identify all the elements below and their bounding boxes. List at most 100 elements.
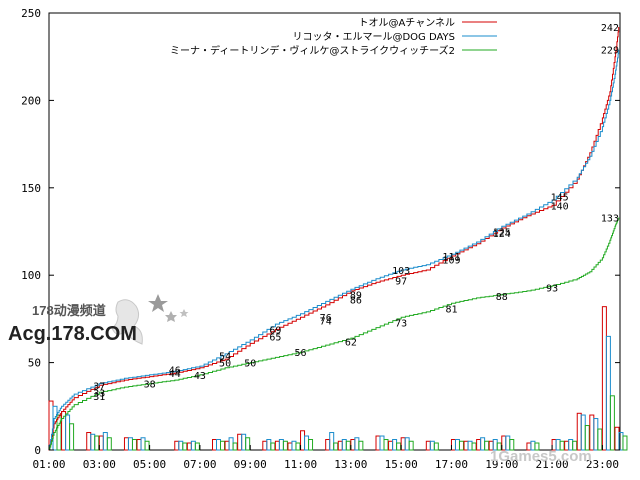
bar-green [433,442,439,451]
point-label: 88 [496,292,508,303]
x-tick-label: 13:00 [334,458,367,471]
bar-red [388,440,394,451]
bar-green [220,440,226,451]
point-label: 54 [219,352,231,363]
point-label: 33 [93,388,105,399]
bar-red [186,442,192,451]
point-label: 86 [350,296,362,307]
y-tick-label: 200 [21,94,41,107]
bar-green [131,439,137,451]
x-tick-label: 23:00 [586,458,619,471]
legend: トオル@Aチャンネル リコッタ・エルマール@DOG DAYS ミーナ・ディートリ… [170,17,497,57]
bar-red [589,414,595,451]
bar-red [400,437,406,451]
bar-green [358,440,364,451]
bar-green [572,440,578,451]
x-tick-label: 21:00 [536,458,569,471]
point-label: 50 [244,359,256,370]
point-label: 69 [269,325,281,336]
fairy-silhouette [111,299,143,345]
watermark-logo: 178动漫频道 Acg.178.COM [8,294,189,345]
bar-red [614,426,620,451]
bar-blue [341,439,347,451]
y-axis: 0 50 100 150 200 250 [21,7,620,457]
x-tick-label: 11:00 [284,458,317,471]
bar-green [282,440,288,451]
bar-green [584,425,590,451]
lines-layer [49,27,620,451]
bar-green [106,437,112,451]
bar-red [86,432,92,451]
point-label: 74 [320,317,332,328]
point-label: 145 [551,193,569,204]
point-label: 43 [194,371,206,382]
x-tick-label: 01:00 [32,458,65,471]
y-tick-label: 50 [28,357,41,370]
legend-label-series-1: リコッタ・エルマール@DOG DAYS [292,31,455,43]
bar-blue [65,414,71,451]
bar-green [496,442,502,451]
point-label: 73 [395,318,407,329]
bar-blue [593,418,599,451]
point-label: 97 [395,276,407,287]
bar-blue [605,335,611,451]
point-label: 31 [93,392,105,403]
bar-green [232,442,238,451]
bar-green [69,423,75,451]
bar-red [476,439,482,451]
bar-blue [304,435,310,451]
x-tick-label: 07:00 [183,458,216,471]
bar-blue [228,437,234,451]
bar-blue [454,439,460,451]
y-tick-label: 250 [21,7,41,20]
bar-green [245,437,251,451]
point-label: 242 [601,23,619,34]
bar-blue [127,437,133,451]
bar-blue [278,439,284,451]
point-label: 46 [169,366,181,377]
bar-green [609,395,615,451]
bar-green [559,440,565,451]
x-axis: 01:00 03:00 05:00 07:00 09:00 11:00 13:00 15:00… [32,445,619,471]
bar-red [325,439,331,451]
watermark-line1: 178动漫频道 [32,303,106,318]
bar-green [295,442,301,451]
bar-blue [480,437,486,451]
bar-green [308,439,314,451]
bar-red [287,442,293,451]
point-label: 76 [320,313,332,324]
bar-green [56,414,62,451]
bar-red [123,437,129,451]
bar-blue [354,437,360,451]
bar-green [597,428,603,451]
bar-blue [216,439,222,451]
point-label: 109 [442,255,460,266]
x-tick-label: 17:00 [435,458,468,471]
y-tick-label: 100 [21,269,41,282]
bar-green [144,440,150,451]
bar-red [337,440,343,451]
bar-blue [291,440,297,451]
bar-blue [102,432,108,451]
x-tick-label: 03:00 [83,458,116,471]
bar-red [224,440,230,451]
bar-blue [140,437,146,451]
series-line-1 [49,49,620,451]
point-label: 93 [546,283,558,294]
series-line-2 [49,217,620,451]
star-icon [148,294,168,312]
point-labels-layer: 37 46 54 69 76 89 97 111 125 140 242 33 44 50 65 74 86 10… [93,23,619,403]
bar-red [98,435,104,451]
bar-green [408,440,414,451]
bar-red [350,439,356,451]
point-label: 38 [144,380,156,391]
bar-red [375,435,381,451]
bar-green [471,442,477,451]
bar-green [94,435,100,451]
point-label: 56 [295,348,307,359]
point-label: 44 [169,369,181,380]
point-label: 89 [350,290,362,301]
bar-blue [580,414,586,451]
bar-green [534,442,540,451]
